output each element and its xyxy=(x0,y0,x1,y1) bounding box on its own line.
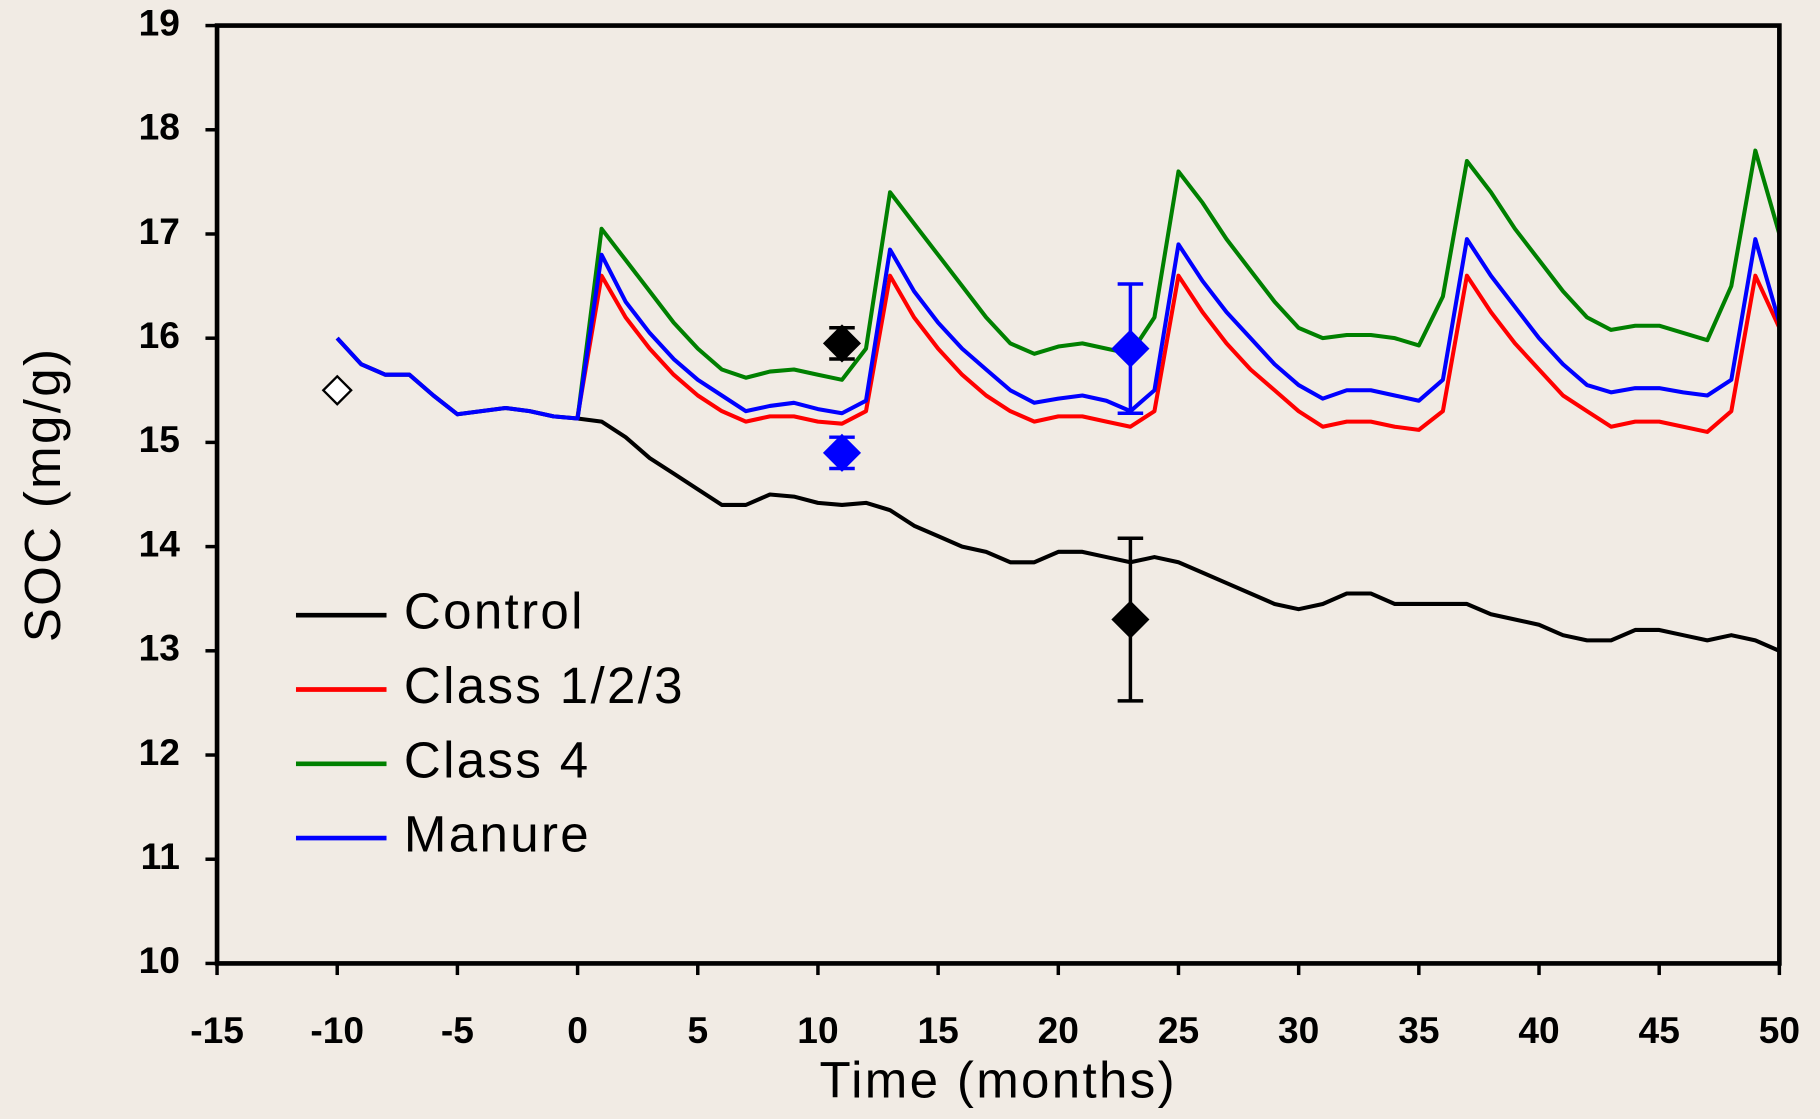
x-tick-label: -15 xyxy=(190,1009,244,1051)
x-tick-label: 30 xyxy=(1278,1009,1319,1051)
x-tick-label: 25 xyxy=(1158,1009,1199,1051)
series-line xyxy=(335,237,1782,421)
x-axis-title: Time (months) xyxy=(820,1052,1177,1109)
y-tick-label: 15 xyxy=(139,418,180,460)
y-tick-label: 12 xyxy=(139,731,180,773)
y-tick-label: 16 xyxy=(139,314,180,356)
x-tick-label: 50 xyxy=(1759,1009,1800,1051)
observation-marker xyxy=(822,433,862,472)
x-tick-label: -10 xyxy=(310,1009,364,1051)
observation-marker xyxy=(822,324,862,363)
observation-marker xyxy=(1111,600,1150,639)
y-tick-label: 19 xyxy=(139,1,180,43)
observation-marker xyxy=(321,374,353,406)
legend-label: Manure xyxy=(404,806,591,863)
x-tick-label: 40 xyxy=(1518,1009,1559,1051)
plot-frame xyxy=(214,23,1782,966)
legend-label: Class 4 xyxy=(404,731,591,788)
x-tick-label: 35 xyxy=(1398,1009,1439,1051)
legend-label: Control xyxy=(404,583,585,640)
y-tick-label: 18 xyxy=(139,106,180,148)
y-tick-label: 17 xyxy=(139,210,180,252)
y-tick-label: 10 xyxy=(139,939,180,981)
y-axis-title: SOC (mg/g) xyxy=(14,347,71,643)
x-tick-label: 0 xyxy=(567,1009,588,1051)
y-tick-label: 13 xyxy=(139,627,180,669)
plot-area xyxy=(321,148,1782,703)
series-line xyxy=(575,148,1782,419)
series-line xyxy=(575,273,1782,434)
y-tick-label: 14 xyxy=(139,522,181,564)
x-tick-label: 20 xyxy=(1038,1009,1079,1051)
y-tick-label: 11 xyxy=(141,835,180,877)
x-tick-label: -5 xyxy=(441,1009,474,1051)
x-tick-label: 15 xyxy=(917,1009,958,1051)
x-tick-label: 45 xyxy=(1639,1009,1680,1051)
x-tick-label: 10 xyxy=(797,1009,838,1051)
x-tick-label: 5 xyxy=(687,1009,708,1051)
legend-label: Class 1/2/3 xyxy=(404,657,685,714)
observation-marker xyxy=(1111,329,1150,368)
